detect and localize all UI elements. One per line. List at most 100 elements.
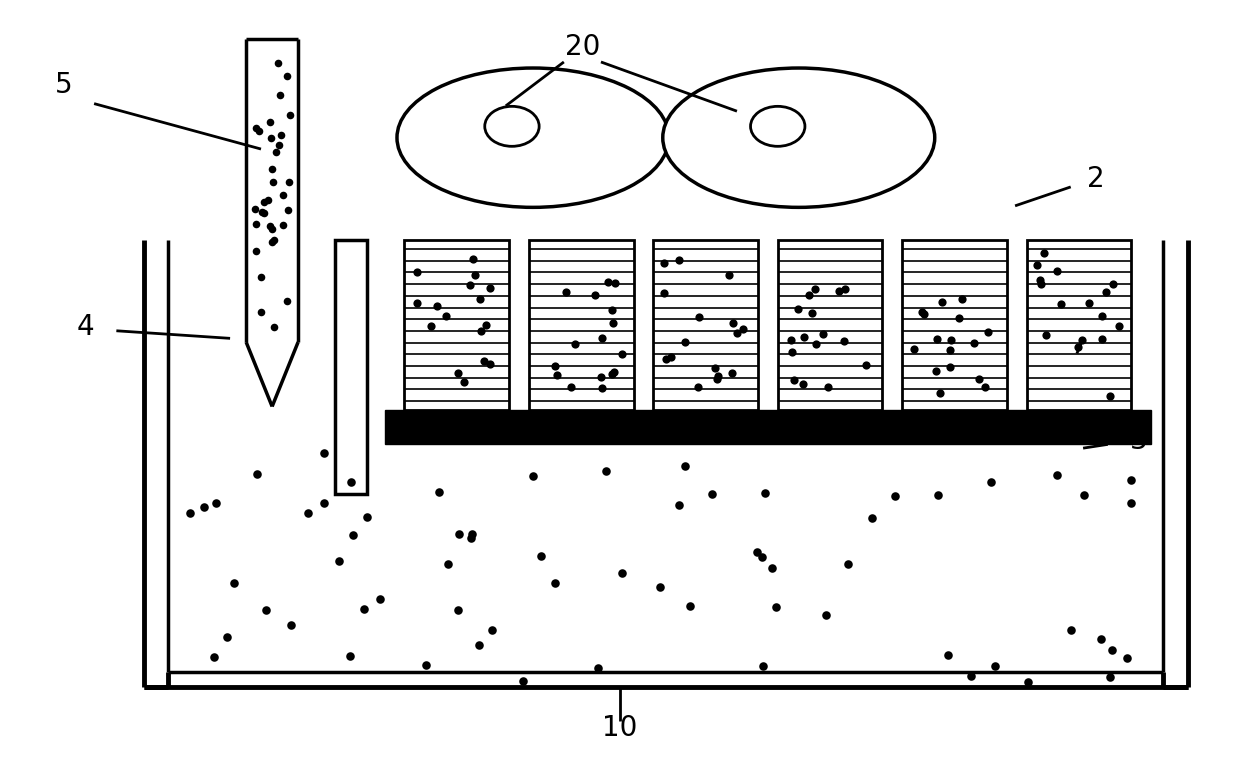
Point <box>756 486 776 499</box>
Point <box>782 347 802 359</box>
Point <box>1121 473 1141 486</box>
Point <box>462 528 482 540</box>
Point <box>258 194 278 206</box>
Point <box>463 252 483 264</box>
Point <box>747 546 767 558</box>
Point <box>654 287 674 299</box>
Point <box>753 660 773 672</box>
Point <box>261 236 281 248</box>
Point <box>450 528 470 540</box>
Text: 4: 4 <box>77 313 94 341</box>
Point <box>1118 651 1137 663</box>
Point <box>1100 390 1120 402</box>
Point <box>793 378 813 390</box>
Point <box>280 619 300 631</box>
Point <box>675 336 695 348</box>
Point <box>1036 329 1056 341</box>
Bar <box>1027 240 1131 410</box>
Bar <box>247 40 299 342</box>
Ellipse shape <box>663 68 934 207</box>
Point <box>473 355 493 367</box>
Point <box>468 639 488 651</box>
Point <box>1051 298 1070 310</box>
Point <box>802 307 821 319</box>
Point <box>264 234 284 246</box>
Point <box>585 290 605 302</box>
Point <box>978 326 997 338</box>
Point <box>1092 310 1111 322</box>
Point <box>545 360 565 372</box>
Point <box>953 293 973 305</box>
Point <box>482 624 502 636</box>
Point <box>856 359 876 371</box>
Point <box>650 581 670 594</box>
Point <box>689 311 709 323</box>
Point <box>596 465 616 477</box>
Point <box>449 604 468 616</box>
Point <box>206 497 225 509</box>
Point <box>602 368 622 380</box>
Point <box>605 366 624 378</box>
Point <box>260 116 280 128</box>
Point <box>587 662 607 674</box>
Point <box>260 220 280 232</box>
Point <box>436 310 456 322</box>
Point <box>264 321 284 333</box>
Point <box>975 381 995 393</box>
Bar <box>653 240 758 410</box>
Ellipse shape <box>484 106 539 147</box>
Point <box>804 283 824 296</box>
Point <box>339 650 359 662</box>
Point <box>266 146 286 158</box>
Point <box>669 254 689 266</box>
Point <box>799 289 819 301</box>
Point <box>556 286 576 298</box>
Point <box>819 381 839 393</box>
Point <box>724 317 743 329</box>
Point <box>722 367 742 379</box>
Point <box>709 369 729 382</box>
Point <box>477 319 497 331</box>
Point <box>315 447 335 459</box>
Point <box>612 348 632 360</box>
Point <box>788 303 808 315</box>
Point <box>707 372 727 385</box>
Point <box>949 312 969 325</box>
Point <box>248 468 268 480</box>
Point <box>1047 469 1067 481</box>
Text: 3: 3 <box>1130 426 1147 454</box>
Point <box>662 351 681 363</box>
Point <box>605 277 624 290</box>
Text: 2: 2 <box>1087 166 1104 193</box>
Text: 10: 10 <box>602 714 637 743</box>
Point <box>370 594 390 606</box>
Point <box>439 558 458 570</box>
Point <box>1092 633 1111 645</box>
Text: 20: 20 <box>565 33 600 61</box>
Point <box>928 489 948 502</box>
Point <box>513 675 533 687</box>
Ellipse shape <box>751 106 805 147</box>
Point <box>1079 297 1099 309</box>
Point <box>466 269 486 281</box>
Point <box>834 334 854 347</box>
Point <box>315 497 335 509</box>
Point <box>297 507 317 519</box>
Point <box>565 337 585 350</box>
Point <box>408 266 427 278</box>
Point <box>940 361 960 373</box>
Point <box>193 501 213 513</box>
Point <box>273 189 292 201</box>
Point <box>1103 277 1123 290</box>
Point <box>675 460 695 472</box>
Point <box>269 57 289 69</box>
Point <box>270 90 290 102</box>
Point <box>1030 274 1049 286</box>
Point <box>940 344 960 356</box>
Point <box>254 207 274 219</box>
Point <box>829 285 849 297</box>
Text: 21: 21 <box>1097 317 1131 345</box>
Point <box>252 271 271 283</box>
Point <box>602 317 622 329</box>
Point <box>421 320 441 332</box>
